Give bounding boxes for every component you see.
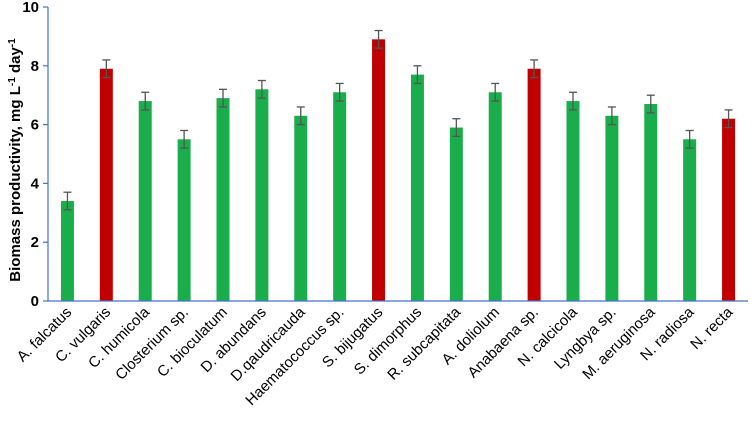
bar [216, 98, 230, 301]
error-bars-group [63, 29, 733, 211]
bar [488, 92, 502, 301]
bar [410, 74, 424, 302]
bar [60, 201, 74, 301]
bar [99, 68, 113, 302]
bar [255, 89, 269, 301]
axes-group [47, 7, 748, 302]
bar [605, 115, 619, 301]
bar [333, 92, 347, 301]
bar [566, 101, 580, 301]
bar [644, 104, 658, 302]
y-tick-label: 8 [31, 58, 39, 75]
x-tick-label: N. recta [687, 303, 737, 353]
y-axis-ticks: 0 2 4 6 8 10 [22, 0, 48, 310]
bar [683, 139, 697, 301]
y-axis-title: Biomass productivity, mg L-1 day-1 [7, 38, 25, 282]
y-tick-label: 10 [22, 0, 39, 16]
y-tick-label: 2 [31, 234, 39, 251]
y-tick-label: 6 [31, 117, 39, 134]
bar [177, 139, 191, 301]
bar [722, 118, 736, 301]
y-tick-label: 0 [31, 293, 39, 310]
bar [372, 39, 386, 302]
bars-group [60, 39, 736, 302]
bar [138, 101, 152, 301]
bar [527, 68, 541, 302]
bar [449, 127, 463, 301]
y-tick-label: 4 [31, 175, 40, 192]
bar [294, 115, 308, 301]
